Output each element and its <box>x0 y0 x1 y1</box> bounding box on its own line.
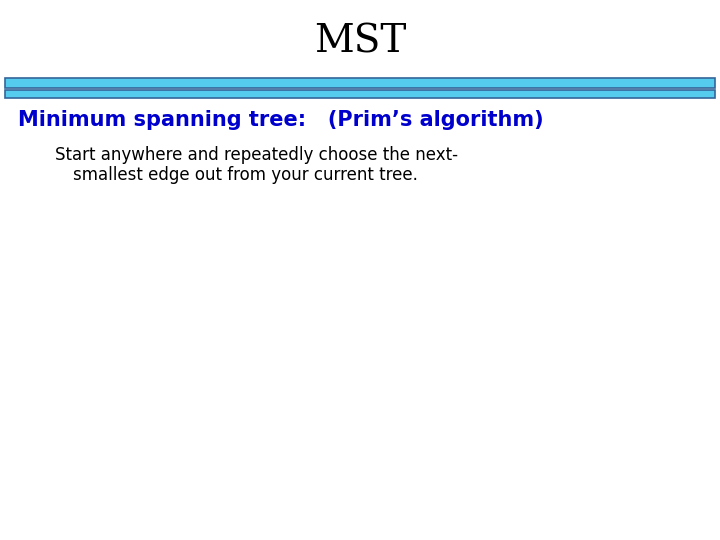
Text: Start anywhere and repeatedly choose the next-: Start anywhere and repeatedly choose the… <box>55 146 458 164</box>
Text: smallest edge out from your current tree.: smallest edge out from your current tree… <box>73 166 418 184</box>
Text: MST: MST <box>314 24 406 60</box>
Bar <box>5 78 715 88</box>
Text: Minimum spanning tree:   (Prim’s algorithm): Minimum spanning tree: (Prim’s algorithm… <box>18 110 544 130</box>
Bar <box>5 90 715 98</box>
